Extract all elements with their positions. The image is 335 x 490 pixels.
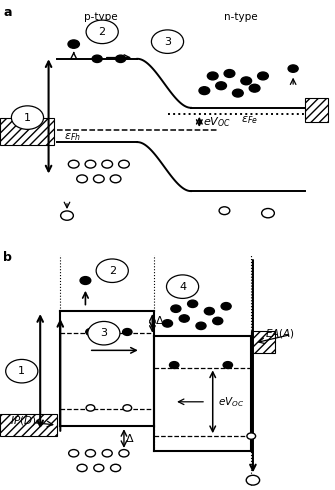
Text: $\varepsilon_{Fh}$: $\varepsilon_{Fh}$: [64, 131, 80, 143]
Circle shape: [223, 362, 232, 368]
Circle shape: [68, 160, 79, 168]
Circle shape: [77, 465, 87, 471]
Circle shape: [221, 302, 231, 310]
Circle shape: [110, 175, 121, 183]
Circle shape: [232, 89, 243, 97]
Circle shape: [85, 450, 95, 457]
Circle shape: [123, 405, 132, 411]
Circle shape: [92, 55, 102, 63]
Bar: [305, 98, 328, 122]
Text: $IP(D)$: $IP(D)$: [10, 414, 37, 427]
Text: a: a: [3, 6, 12, 19]
Text: $eV_{OC}$: $eV_{OC}$: [203, 115, 231, 129]
Text: $\varepsilon_{Fe}$: $\varepsilon_{Fe}$: [241, 114, 258, 126]
Text: $EA(A)$: $EA(A)$: [265, 327, 294, 340]
Text: Δ: Δ: [126, 434, 133, 443]
Circle shape: [11, 106, 44, 129]
Circle shape: [204, 308, 214, 315]
Circle shape: [119, 160, 129, 168]
Circle shape: [111, 465, 121, 471]
Text: 2: 2: [109, 266, 116, 276]
Circle shape: [288, 65, 298, 73]
Circle shape: [249, 84, 260, 92]
Circle shape: [102, 450, 112, 457]
Circle shape: [188, 300, 198, 308]
Circle shape: [96, 259, 128, 282]
Circle shape: [246, 475, 260, 485]
Circle shape: [171, 305, 181, 313]
Circle shape: [116, 55, 126, 63]
Circle shape: [102, 160, 113, 168]
Text: n-type: n-type: [224, 12, 258, 22]
Circle shape: [80, 276, 91, 284]
Circle shape: [6, 360, 38, 383]
Circle shape: [86, 328, 95, 335]
Circle shape: [151, 30, 184, 53]
Circle shape: [199, 87, 210, 95]
Circle shape: [93, 175, 104, 183]
Circle shape: [166, 275, 199, 298]
Circle shape: [216, 82, 226, 90]
Text: 3: 3: [164, 37, 171, 47]
Circle shape: [213, 318, 223, 325]
Circle shape: [85, 160, 96, 168]
Text: 4: 4: [179, 282, 186, 292]
Text: 2: 2: [98, 27, 106, 37]
Circle shape: [86, 20, 118, 44]
Circle shape: [119, 450, 129, 457]
Text: Δ: Δ: [156, 316, 163, 326]
Circle shape: [207, 72, 218, 80]
Bar: [251, 331, 275, 353]
Circle shape: [88, 321, 120, 345]
Circle shape: [247, 433, 256, 439]
Circle shape: [123, 328, 132, 335]
Text: $eV_{OC}$: $eV_{OC}$: [218, 395, 244, 409]
Text: 3: 3: [100, 328, 107, 338]
Circle shape: [162, 319, 173, 327]
Circle shape: [170, 362, 179, 368]
Circle shape: [224, 70, 235, 77]
Circle shape: [77, 175, 87, 183]
Circle shape: [262, 209, 274, 218]
Circle shape: [219, 207, 230, 215]
Circle shape: [94, 465, 104, 471]
Text: 1: 1: [18, 366, 25, 376]
Circle shape: [179, 315, 189, 322]
Circle shape: [69, 450, 79, 457]
Text: b: b: [3, 251, 12, 264]
Bar: [0, 414, 57, 436]
Circle shape: [61, 211, 73, 220]
Text: p-type: p-type: [84, 12, 117, 22]
Circle shape: [68, 40, 79, 49]
Text: 1: 1: [24, 113, 31, 122]
Bar: [0, 118, 54, 145]
Circle shape: [86, 405, 95, 411]
Circle shape: [258, 72, 268, 80]
Circle shape: [241, 77, 252, 85]
Circle shape: [196, 322, 206, 329]
